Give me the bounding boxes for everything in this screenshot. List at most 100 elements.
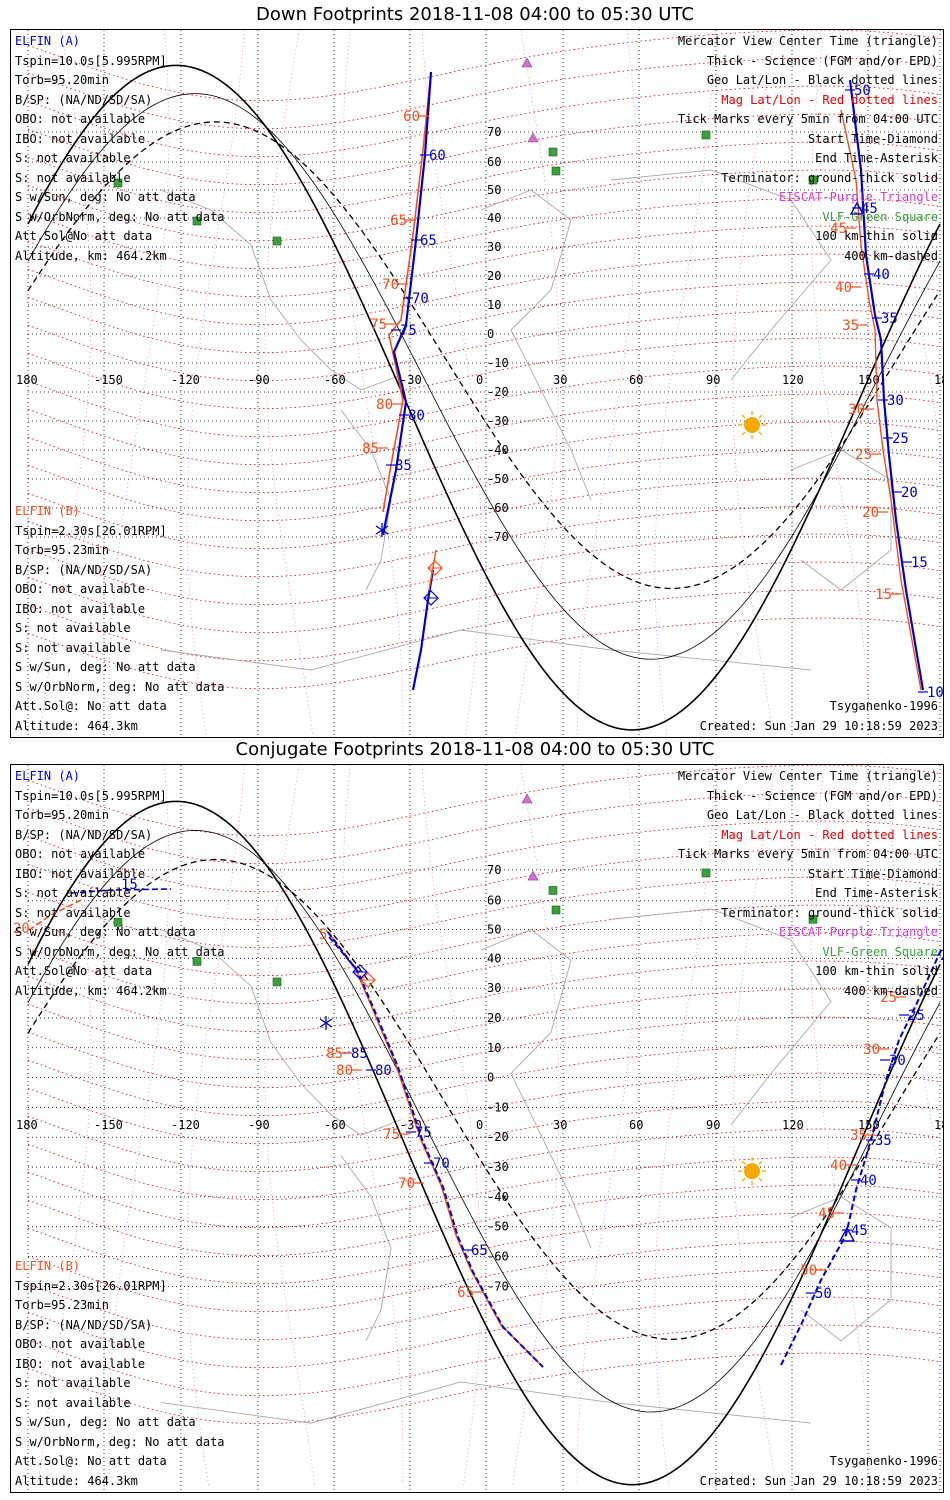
- lat-label: -30: [487, 414, 509, 428]
- elfin-b-mag-time-label: 40: [835, 280, 852, 296]
- elfin-a-time-label: 65: [420, 233, 437, 249]
- eiscat-triangle: [527, 870, 539, 881]
- vlf-station-square: [272, 977, 282, 987]
- lon-label: 90: [706, 373, 720, 387]
- subsolar-point-icon: [744, 417, 760, 433]
- lat-label: 0: [487, 327, 494, 341]
- elfin_a-info-line: Torb=95.20min: [15, 808, 109, 822]
- elfin_b-info-line: B/SP: (NA/ND/SD/SA): [15, 1317, 153, 1332]
- elfin-a-time-label: 85: [351, 1046, 368, 1062]
- elfin-b-time-label: 30: [887, 393, 904, 409]
- elfin-b-mag-time-label: 25: [855, 447, 872, 463]
- lat-label: 50: [487, 183, 501, 197]
- lat-label: -50: [487, 472, 509, 486]
- legend-item: 400 km-dashed: [844, 983, 938, 998]
- elfin_a-info-line: S w/OrbNorm, deg: No att data: [15, 944, 225, 959]
- elfin-b-time-label: 20: [901, 485, 918, 501]
- lon-label: 120: [782, 1118, 804, 1132]
- mag-lon-line: [810, 765, 872, 1486]
- elfin_a-info-line: Torb=95.20min: [15, 73, 109, 87]
- elfin_b-info-line: Att.Sol@: No att data: [15, 699, 167, 713]
- vlf-station-square: [192, 216, 202, 226]
- down-footprints-map: 180-150-120-90-60-3003060901201501807060…: [16, 30, 943, 737]
- legend-item: 100 km-thin solid: [815, 964, 938, 978]
- created-timestamp: Created: Sun Jan 29 10:18:59 2023: [699, 718, 938, 733]
- lon-label: -60: [324, 373, 346, 387]
- legend-item: EISCAT-Purple Triangle: [779, 925, 938, 939]
- subsolar-point-icon-ray: [758, 431, 763, 436]
- elfin-b-time-label: 10: [927, 685, 943, 701]
- elfin_b-info-line: Altitude: 464.3km: [15, 1473, 138, 1488]
- elfin_a-info-line: Altitude, km: 464.2km: [15, 983, 167, 998]
- lon-label: -150: [94, 373, 123, 387]
- mag-lon-line: [732, 30, 776, 736]
- mag-lat-line: [27, 421, 941, 494]
- lat-label: 60: [487, 155, 501, 169]
- mag-lat-line: [27, 449, 941, 522]
- lat-label: -20: [487, 1130, 509, 1144]
- elfin-a-time-label: 60: [429, 148, 446, 164]
- coastline-asia: [610, 908, 832, 1126]
- elfin-b-time-label: 25: [892, 431, 909, 447]
- lon-label: 60: [629, 1118, 643, 1132]
- coastline-australia: [790, 1196, 892, 1342]
- lon-label: 60: [629, 373, 643, 387]
- lat-label: -60: [487, 1250, 509, 1264]
- elfin_a-info-line: S w/Sun, deg: No att data: [15, 925, 196, 939]
- lat-label: 10: [487, 298, 501, 312]
- elfin-b-mag-time-label: 50: [800, 1263, 817, 1279]
- elfin_a-info-line: S: not available: [15, 151, 131, 165]
- lat-label: 40: [487, 951, 501, 965]
- lat-label: -10: [487, 1100, 509, 1114]
- elfin_a-info-line: B/SP: (NA/ND/SD/SA): [15, 92, 153, 107]
- elfin-a-mag-time-label: 70: [382, 277, 399, 293]
- elfin-a-time-label: 80: [408, 408, 425, 424]
- elfin_a-info-line: B/SP: (NA/ND/SD/SA): [15, 827, 153, 842]
- legend-item: Mercator View Center Time (triangle): [677, 34, 938, 48]
- legend-item: 400 km-dashed: [844, 248, 938, 263]
- elfin-b-time-label: 35: [881, 311, 898, 327]
- terminator-100km-line: [27, 830, 941, 1413]
- eiscat-triangle: [521, 57, 533, 68]
- elfin-b-mag-time-label: 25: [880, 990, 897, 1006]
- lat-label: 20: [487, 1011, 501, 1025]
- elfin_a-info-line: Altitude, km: 464.2km: [15, 248, 167, 263]
- elfin_b-info-line: S w/OrbNorm, deg: No att data: [15, 1434, 225, 1449]
- lat-label: -60: [487, 501, 509, 515]
- lon-label: -90: [248, 1118, 270, 1132]
- lat-label: 30: [487, 240, 501, 254]
- elfin-a-time-label: 75: [415, 1125, 432, 1141]
- lat-label: 20: [487, 269, 501, 283]
- legend-item: Mag Lat/Lon - Red dotted lines: [721, 92, 938, 107]
- coastline-europe-africa: [480, 929, 592, 1249]
- vlf-station-square: [192, 957, 202, 966]
- elfin-a-time-label: 75: [400, 323, 417, 339]
- field-model-label: Tsyganenko-1996: [829, 699, 938, 713]
- mag-lon-line: [512, 765, 560, 1486]
- lon-label: 180: [16, 373, 38, 387]
- elfin_b-info-line: Altitude: 464.3km: [15, 718, 138, 733]
- elfin_b-info-line: IBO: not available: [15, 1356, 146, 1371]
- down-footprints-title: Down Footprints 2018-11-08 04:00 to 05:3…: [256, 4, 694, 25]
- elfin_b-info-line: Tspin=2.30s[26.01RPM]: [15, 523, 167, 538]
- coastline-south-america: [340, 409, 392, 591]
- terminator-ground-line: [27, 800, 941, 1486]
- legend-item: EISCAT-Purple Triangle: [779, 190, 938, 204]
- elfin_b-info-line: IBO: not available: [15, 601, 146, 616]
- mag-lon-line: [186, 765, 245, 1486]
- lat-label: -20: [487, 385, 509, 399]
- conjugate-footprints-title: Conjugate Footprints 2018-11-08 04:00 to…: [235, 739, 715, 760]
- legend-item: Geo Lat/Lon - Black dotted lines: [706, 73, 938, 87]
- subsolar-point-icon-ray: [741, 1177, 746, 1182]
- mag-lat-line: [27, 1016, 941, 1089]
- elfin-b-edge-track: [70, 888, 172, 894]
- vlf-station-square: [113, 918, 123, 927]
- mag-lon-line: [421, 30, 482, 736]
- legend-item: End Time-Asterisk: [815, 151, 938, 165]
- elfin-a-north-track: [328, 936, 361, 973]
- mag-lat-line: [27, 1100, 941, 1173]
- lat-label: 60: [487, 894, 501, 908]
- lon-label: 180: [16, 1118, 38, 1132]
- terminator-ground-line: [27, 64, 941, 731]
- elfin-a-mag-time-label: 70: [398, 1176, 415, 1192]
